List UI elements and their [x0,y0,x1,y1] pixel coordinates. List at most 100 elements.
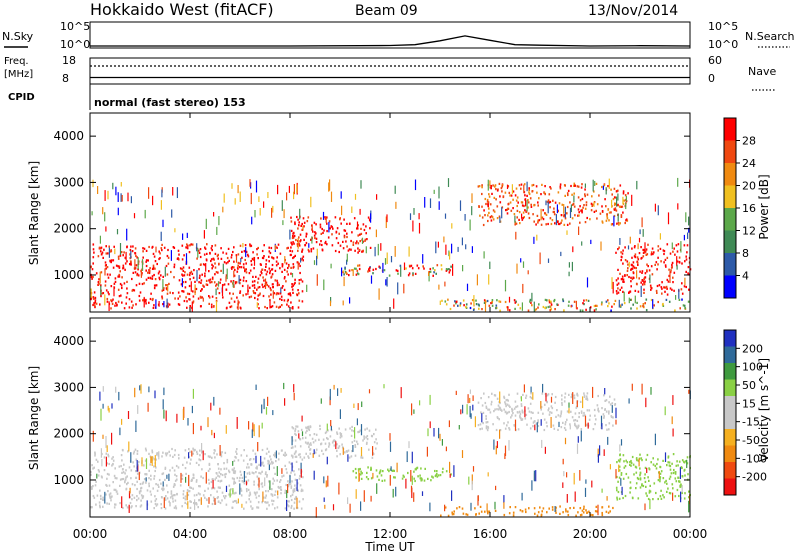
heatmap-cell [250,263,253,266]
heatmap-cell [208,462,211,465]
heatmap-cell [215,284,217,287]
heatmap-cell [315,237,318,240]
heatmap-cell [613,303,615,306]
heatmap-cell [638,458,640,467]
heatmap-cell [172,500,174,503]
heatmap-cell [106,266,109,269]
heatmap-cell [242,294,244,297]
heatmap-cell [313,260,316,265]
heatmap-cell [411,403,413,416]
heatmap-cell [560,426,563,429]
heatmap-cell [110,285,113,288]
heatmap-cell [94,299,97,302]
heatmap-cell [188,284,191,288]
heatmap-cell [286,247,288,250]
heatmap-cell [256,475,259,478]
heatmap-cell [310,248,313,251]
heatmap-cell [130,250,132,259]
heatmap-cell [496,217,499,220]
nave-label: Nave [748,65,776,78]
heatmap-cell [542,507,545,510]
heatmap-cell [330,263,332,269]
heatmap-cell [163,246,166,249]
heatmap-cell [676,256,678,267]
heatmap-cell [622,249,624,252]
heatmap-cell [134,247,137,250]
heatmap-cell [302,255,305,258]
heatmap-cell [265,265,267,268]
heatmap-cell [292,266,295,269]
heatmap-cell [579,199,582,202]
heatmap-cell [534,309,536,312]
heatmap-cell [546,394,549,397]
heatmap-cell [111,302,114,305]
heatmap-cell [360,501,362,511]
heatmap-cell [126,260,128,263]
heatmap-cell [135,458,138,461]
heatmap-cell [549,305,552,308]
heatmap-cell [508,393,510,396]
heatmap-cell [510,194,513,197]
heatmap-cell [639,471,642,474]
heatmap-cell [597,409,599,412]
heatmap-cell [403,283,405,294]
heatmap-cell [504,279,507,292]
heatmap-cell [132,245,134,248]
heatmap-cell [169,469,171,472]
heatmap-cell [290,486,293,489]
heatmap-cell [584,487,587,497]
heatmap-cell [533,220,535,223]
heatmap-cell [343,276,345,287]
heatmap-cell [647,476,649,479]
heatmap-cell [215,271,218,274]
heatmap-cell [107,490,109,493]
heatmap-cell [671,288,673,291]
heatmap-cell [163,497,165,508]
heatmap-cell [217,474,219,477]
heatmap-cell [662,494,664,497]
heatmap-cell [489,216,492,219]
heatmap-cell [560,251,562,257]
heatmap-cell [273,301,276,304]
heatmap-cell [211,502,214,506]
heatmap-cell [268,295,270,298]
heatmap-cell [587,422,589,429]
heatmap-cell [94,452,96,455]
heatmap-cell [450,265,452,268]
heatmap-cell [174,494,176,497]
heatmap-cell [126,287,128,290]
heatmap-cell [127,411,130,419]
heatmap-cell [151,246,153,249]
heatmap-cell [507,308,509,311]
heatmap-cell [125,296,128,299]
heatmap-cell [301,280,304,283]
heatmap-cell [129,496,131,499]
heatmap-cell [150,493,152,496]
heatmap-cell [259,472,262,475]
heatmap-cell [495,428,498,432]
heatmap-cell [290,241,292,244]
heatmap-cell [610,211,612,214]
heatmap-cell [569,425,571,430]
heatmap-cell [123,282,126,285]
heatmap-cell [253,280,256,283]
heatmap-cell [290,506,293,509]
heatmap-cell [284,398,286,406]
heatmap-cell [606,217,609,220]
heatmap-cell [582,302,584,305]
heatmap-cell [597,394,599,398]
heatmap-cell [354,454,357,457]
heatmap-cell [135,420,137,432]
heatmap-cell [283,382,285,390]
heatmap-cell [608,505,610,508]
heatmap-cell [261,256,264,259]
heatmap-cell [187,501,189,509]
heatmap-cell [313,433,316,436]
heatmap-cell [353,403,355,408]
heatmap-cell [167,248,169,252]
heatmap-cell [324,217,327,220]
heatmap-cell [139,385,141,391]
heatmap-cell [284,491,286,494]
heatmap-cell [108,484,111,487]
